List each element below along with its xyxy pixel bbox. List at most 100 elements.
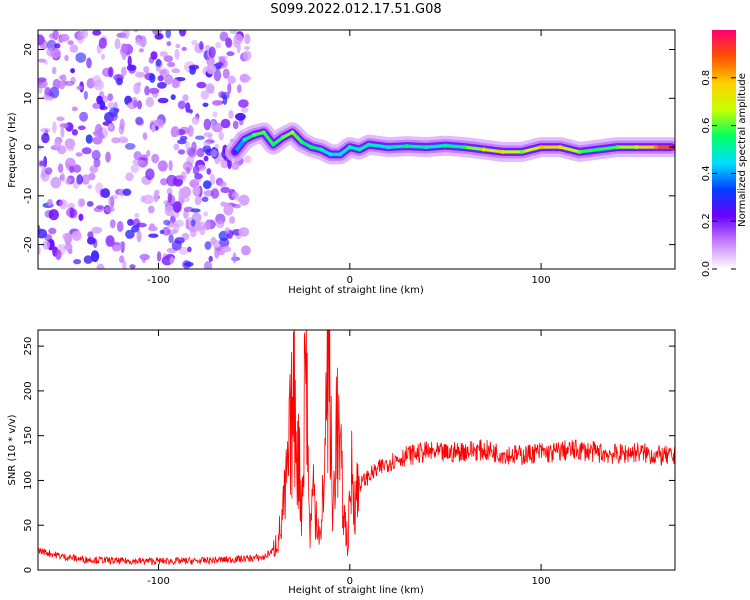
noise-blob	[214, 143, 220, 149]
noise-blob	[75, 52, 87, 63]
noise-blob	[99, 188, 105, 198]
noise-blob	[111, 137, 121, 144]
noise-blob	[96, 205, 104, 210]
noise-blob	[67, 40, 74, 46]
noise-blob	[241, 245, 251, 256]
noise-blob	[81, 174, 90, 185]
noise-blob	[145, 168, 155, 180]
noise-blob	[205, 219, 212, 230]
noise-blob	[76, 85, 84, 91]
noise-blob	[87, 172, 96, 181]
noise-blob	[59, 123, 69, 129]
noise-blob	[55, 249, 62, 260]
noise-blob	[199, 41, 204, 50]
noise-blob	[92, 136, 103, 145]
noise-blob	[172, 201, 182, 213]
noise-blob	[155, 58, 162, 67]
noise-blob	[196, 81, 207, 89]
noise-blob	[62, 232, 73, 241]
noise-blob	[92, 102, 101, 109]
noise-blob	[178, 246, 189, 255]
noise-blob	[192, 185, 201, 197]
y-tick-label: 0	[23, 144, 34, 150]
noise-blob	[190, 208, 201, 213]
noise-blob	[83, 255, 93, 264]
noise-blob	[185, 141, 191, 150]
noise-blob	[133, 100, 138, 108]
noise-blob	[108, 196, 113, 206]
noise-blob	[70, 68, 75, 74]
noise-blob	[194, 195, 202, 206]
ridge-segment	[577, 148, 600, 154]
noise-blob	[229, 216, 236, 224]
noise-blob	[38, 228, 48, 239]
noise-blob	[187, 125, 194, 137]
ridge-point	[271, 142, 276, 147]
noise-blob	[190, 219, 196, 227]
noise-blob	[45, 167, 53, 175]
noise-blob	[220, 118, 231, 129]
noise-blob	[50, 176, 62, 189]
noise-blob	[177, 100, 186, 110]
ridge-point	[424, 145, 429, 150]
noise-blob	[124, 143, 136, 150]
noise-blob	[80, 31, 85, 38]
noise-blob	[93, 158, 101, 168]
noise-blob	[42, 94, 50, 100]
noise-blob	[64, 157, 76, 169]
noise-blob	[39, 160, 45, 167]
noise-blob	[210, 188, 220, 199]
ridge-point	[596, 147, 601, 152]
noise-blob	[135, 38, 144, 46]
ridge-point	[242, 137, 247, 142]
y-tick-label: 20	[23, 43, 34, 56]
noise-blob	[48, 227, 57, 235]
noise-blob	[86, 201, 94, 207]
noise-blob	[151, 153, 160, 164]
snr-frame	[37, 329, 676, 571]
noise-blob	[108, 66, 114, 78]
noise-blob	[98, 37, 107, 49]
ridge-segment	[482, 148, 505, 154]
noise-blob	[238, 194, 250, 206]
noise-blob	[38, 58, 46, 63]
noise-blob	[233, 33, 244, 45]
snr-xlabel: Height of straight line (km)	[288, 585, 424, 596]
snr-series-line	[38, 330, 675, 566]
noise-blob	[151, 124, 156, 133]
noise-blob	[133, 30, 139, 33]
noise-blob	[190, 229, 197, 238]
noise-blob	[187, 246, 192, 253]
noise-blob	[217, 61, 224, 67]
noise-blob	[150, 51, 158, 60]
noise-blob	[125, 229, 135, 239]
noise-blob	[243, 155, 252, 164]
noise-blob	[58, 75, 64, 80]
colorbar-tick-label: 0.8	[701, 70, 712, 86]
noise-blob	[148, 87, 160, 94]
ridge-segment	[262, 130, 275, 147]
noise-blob	[129, 264, 136, 269]
noise-blob	[119, 255, 125, 264]
noise-blob	[89, 165, 99, 174]
noise-blob	[167, 61, 176, 68]
noise-blob	[170, 94, 176, 100]
noise-blob	[223, 204, 234, 216]
ridge-point	[338, 152, 343, 157]
ridge-point	[615, 145, 620, 150]
noise-blob	[240, 107, 249, 113]
spectrogram-frame	[37, 29, 676, 270]
x-tick-label: 0	[347, 576, 353, 587]
noise-blob	[171, 68, 181, 74]
noise-blob	[122, 260, 127, 269]
noise-blob	[116, 77, 123, 86]
ridge-segment	[558, 145, 581, 154]
noise-blob	[202, 102, 209, 108]
noise-blob	[201, 196, 209, 203]
noise-blob	[153, 30, 159, 36]
colorbar-ticks: 0.0 0.2 0.4 0.6 0.8	[701, 70, 736, 277]
noise-blob	[181, 46, 187, 51]
noise-blob	[243, 76, 252, 81]
spectrogram-ylabel: Frequency (Hz)	[7, 112, 18, 188]
noise-blob	[216, 220, 225, 229]
